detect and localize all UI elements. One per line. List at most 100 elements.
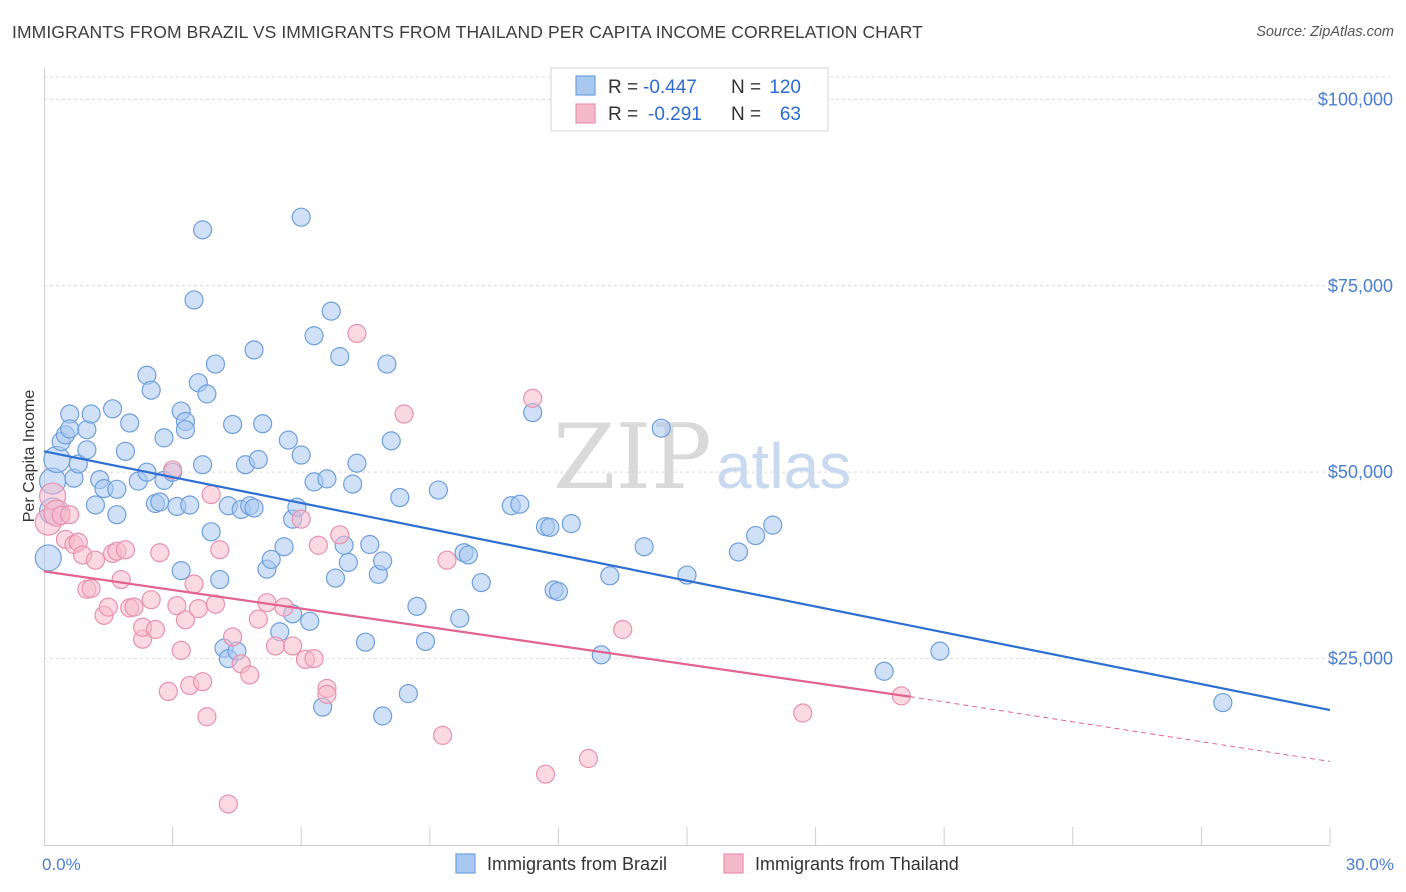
y-tick-label: $25,000	[1328, 649, 1393, 669]
thailand-point	[317, 684, 337, 704]
brazil-point	[175, 420, 196, 440]
brazil-point	[193, 455, 213, 475]
brazil-point	[81, 404, 101, 424]
brazil-point	[540, 517, 560, 537]
thailand-point	[330, 525, 350, 545]
brazil-point	[510, 494, 530, 514]
thailand-point	[145, 619, 166, 640]
thailand-point	[98, 597, 118, 617]
brazil-point	[278, 430, 298, 450]
y-axis-label: Per Capita Income	[21, 390, 38, 523]
brazil-point	[600, 566, 620, 586]
brazil-point	[141, 380, 161, 400]
bottom-legend-thailand: Immigrants from Thailand	[755, 854, 959, 874]
legend-thailand-r-value: -0.291	[648, 104, 702, 125]
thailand-point	[578, 748, 599, 769]
thailand-point	[223, 627, 243, 647]
bottom-legend-brazil: Immigrants from Brazil	[487, 854, 667, 874]
thailand-point	[347, 323, 367, 344]
thailand-point	[111, 569, 131, 590]
brazil-point	[253, 414, 273, 434]
brazil-point	[210, 569, 230, 590]
thailand-point	[141, 590, 161, 610]
legend-swatch-thailand	[575, 103, 596, 124]
brazil-point	[390, 487, 410, 508]
thailand-point	[158, 681, 178, 702]
chart-title: IMMIGRANTS FROM BRAZIL VS IMMIGRANTS FRO…	[12, 22, 923, 42]
thailand-point	[218, 794, 238, 814]
grid	[44, 76, 1390, 660]
brazil-point	[201, 522, 221, 542]
source-label: Source: ZipAtlas.com	[1256, 24, 1394, 40]
thailand-points	[34, 323, 911, 814]
brazil-point	[355, 632, 376, 652]
legend-thailand-n-value: 63	[780, 104, 801, 125]
brazil-point	[330, 347, 350, 367]
brazil-point	[107, 505, 127, 525]
thailand-point	[163, 460, 183, 480]
thailand-point	[197, 707, 217, 727]
legend-brazil-r-label: R =	[608, 77, 638, 98]
brazil-point	[1213, 692, 1233, 713]
brazil-point	[651, 418, 671, 438]
brazil-point	[107, 479, 127, 499]
watermark: ZIP atlas	[553, 405, 851, 510]
thailand-trend-line	[43, 570, 911, 698]
thailand-point	[85, 550, 106, 570]
thailand-point	[248, 609, 268, 629]
thailand-point	[188, 599, 208, 619]
brazil-point	[471, 572, 491, 593]
brazil-point	[300, 611, 320, 631]
thailand-point	[201, 484, 221, 505]
thailand-point	[433, 725, 453, 745]
thailand-point	[308, 535, 328, 555]
legend-brazil-r-value: -0.447	[643, 77, 697, 98]
x-tick-label-min: 0.0%	[42, 855, 81, 874]
thailand-point	[613, 619, 633, 640]
brazil-point	[373, 551, 393, 571]
y-tick-label: $100,000	[1318, 89, 1393, 109]
thailand-point	[523, 388, 543, 408]
brazil-point	[171, 561, 191, 581]
thailand-point	[535, 764, 556, 784]
brazil-point	[398, 684, 418, 704]
axes	[44, 68, 1331, 846]
brazil-point	[373, 706, 393, 726]
brazil-point	[321, 301, 341, 321]
brazil-point	[102, 399, 123, 419]
thailand-point	[793, 703, 813, 723]
brazil-point	[415, 631, 436, 652]
legend-swatch-brazil	[575, 75, 596, 96]
x-tick-label-max: 30.0%	[1346, 855, 1394, 874]
thailand-point	[81, 578, 101, 599]
brazil-point	[77, 440, 97, 460]
thailand-point	[210, 540, 230, 560]
watermark-zip: ZIP	[553, 405, 712, 510]
brazil-point	[407, 596, 427, 616]
brazil-point	[120, 413, 140, 433]
brazil-point	[150, 492, 170, 512]
brazil-point	[85, 495, 106, 515]
brazil-trend-line	[43, 450, 1331, 712]
brazil-point	[360, 534, 380, 555]
thailand-trend-extension	[909, 696, 1331, 762]
y-tick-labels: $25,000 $50,000 $75,000 $100,000	[1318, 89, 1393, 668]
bottom-legend-swatch-brazil	[455, 853, 476, 874]
brazil-point	[381, 431, 401, 451]
thailand-point	[394, 404, 414, 424]
brazil-point	[43, 445, 71, 474]
thailand-point	[60, 505, 80, 525]
thailand-point	[184, 574, 204, 594]
brazil-point	[874, 661, 894, 681]
brazil-point	[343, 474, 363, 494]
legend-brazil-n-value: 120	[769, 77, 801, 98]
brazil-point	[728, 542, 749, 562]
brazil-point	[244, 498, 264, 518]
brazil-point	[34, 544, 62, 572]
brazil-point	[154, 428, 174, 448]
thailand-point	[167, 596, 187, 616]
thailand-point	[240, 665, 260, 685]
thailand-point	[150, 543, 170, 563]
brazil-point	[60, 419, 80, 439]
